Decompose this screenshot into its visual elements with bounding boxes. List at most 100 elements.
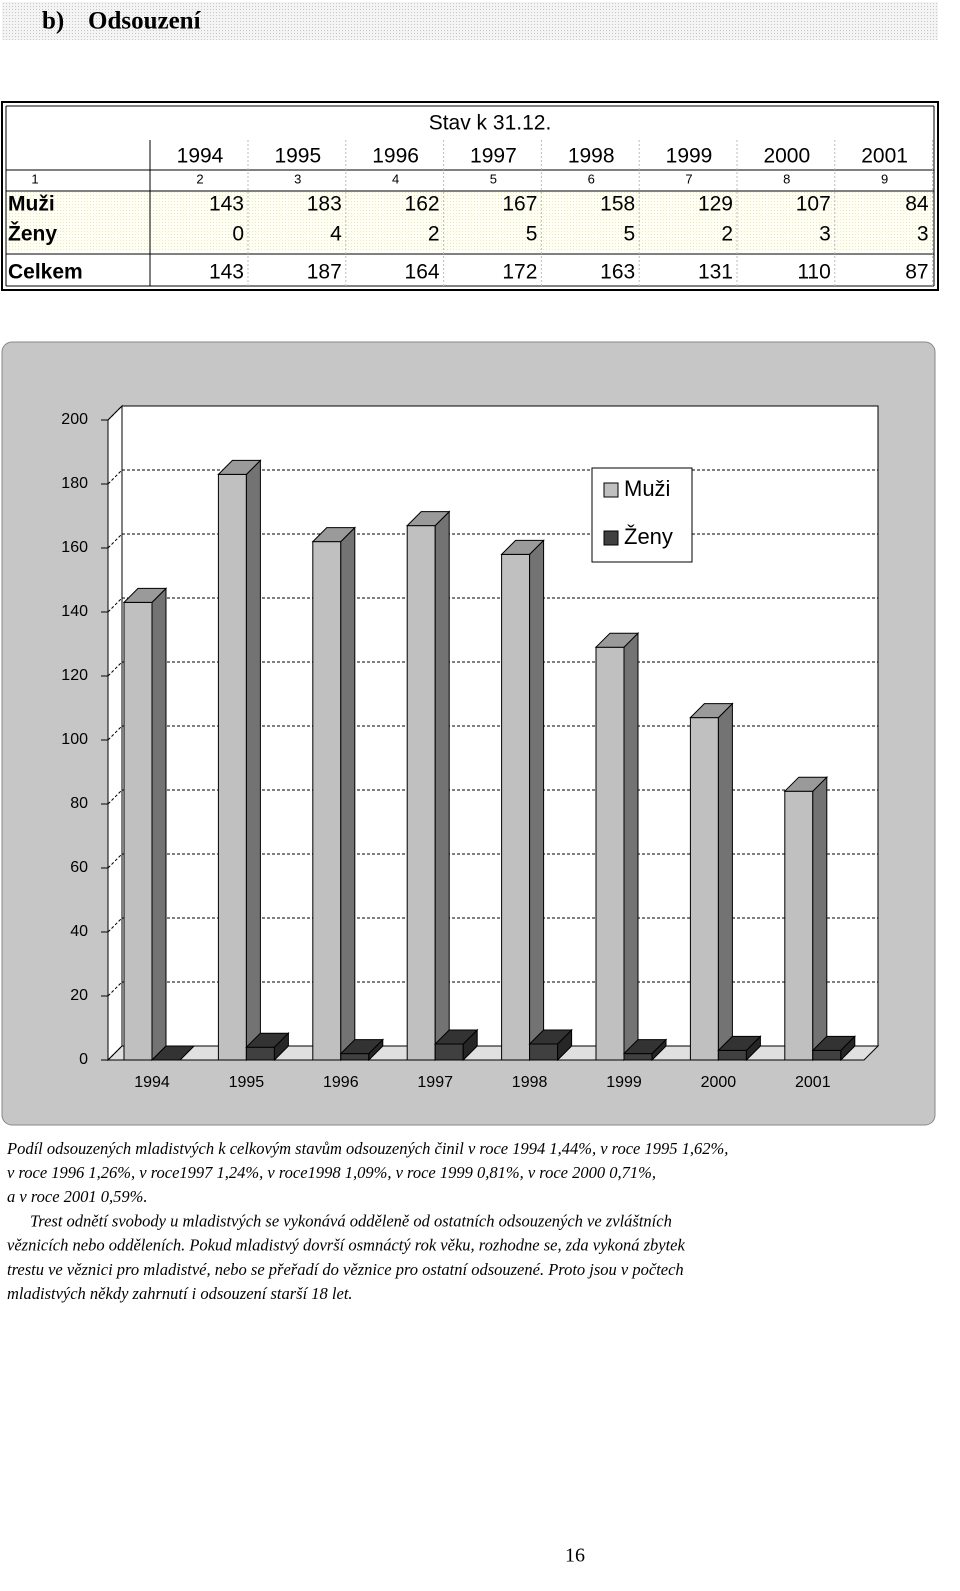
- bar-top: [500, 539, 545, 555]
- x-tick-label: 1995: [229, 1074, 265, 1091]
- column-number: 3: [294, 171, 301, 186]
- grid-line: [107, 1045, 123, 1061]
- bar-top: [122, 587, 168, 603]
- cell-value: 87: [905, 261, 928, 284]
- year-header: 1994: [177, 145, 224, 168]
- body-text: mladistvých někdy zahrnutí i odsouzení s…: [7, 1284, 353, 1303]
- column-number: 7: [685, 171, 692, 186]
- table-caption: Stav k 31.12.: [429, 112, 552, 135]
- column-number: 6: [588, 171, 595, 186]
- bar-top: [811, 1035, 857, 1051]
- column-number: 4: [392, 171, 399, 186]
- y-tick-label: 100: [61, 731, 88, 748]
- cell-value: 107: [796, 193, 831, 216]
- bar: [312, 541, 342, 1061]
- x-tick-label: 1996: [323, 1074, 359, 1091]
- y-tick-label: 160: [61, 539, 88, 556]
- bar-side: [529, 539, 545, 1062]
- year-header: 2000: [763, 145, 810, 168]
- x-tick-label: 2000: [701, 1074, 737, 1091]
- cell-value: 183: [307, 193, 342, 216]
- bar: [245, 1046, 275, 1061]
- cell-value: 131: [698, 261, 733, 284]
- bar-top: [339, 1039, 385, 1055]
- cell-value: 2: [721, 223, 733, 246]
- bar-top: [405, 511, 451, 527]
- bar: [501, 553, 531, 1061]
- body-text: v roce 1996 1,26%, v roce1997 1,24%, v r…: [7, 1163, 656, 1182]
- column-number: 2: [196, 171, 203, 186]
- body-text: Trest odnětí svobody u mladistvých se vy…: [30, 1211, 672, 1230]
- legend-label: Ženy: [624, 524, 673, 549]
- x-tick-label: 1999: [606, 1074, 642, 1091]
- y-tick-label: 40: [70, 923, 88, 940]
- bar-top: [433, 1029, 479, 1045]
- grid-line: [107, 981, 123, 997]
- year-header: 1996: [372, 145, 419, 168]
- bar: [340, 1053, 370, 1061]
- bar: [434, 1043, 464, 1061]
- side-wall: [107, 404, 123, 1062]
- bar-side: [245, 459, 261, 1062]
- cell-value: 162: [405, 193, 440, 216]
- year-header: 1998: [568, 145, 615, 168]
- cell-value: 3: [917, 223, 929, 246]
- grid-line: [107, 661, 123, 677]
- body-text: Podíl odsouzených mladistvých k celkovým…: [6, 1139, 728, 1158]
- column-number: 5: [490, 171, 497, 186]
- bar-top: [311, 527, 357, 543]
- bar-top: [689, 703, 734, 719]
- heading-number: b): [42, 8, 64, 35]
- bar-side: [812, 775, 828, 1062]
- page-number: 16: [565, 1545, 585, 1567]
- cell-value: 3: [819, 223, 831, 246]
- year-header: 1995: [274, 145, 321, 168]
- cell-value: 167: [502, 193, 537, 216]
- x-tick-label: 1997: [417, 1074, 453, 1091]
- y-tick-label: 180: [61, 475, 88, 492]
- cell-value: 129: [698, 193, 733, 216]
- heading-band: [2, 2, 938, 40]
- grid-line: [107, 533, 123, 549]
- y-tick-label: 120: [61, 667, 88, 684]
- body-text: a v roce 2001 0,59%.: [7, 1187, 148, 1206]
- chart: 0 20 40 60 80 100 120 140 160 180 200 1994 1995 1996 1…: [61, 404, 880, 1091]
- cell-value: 172: [502, 261, 537, 284]
- bar-side: [340, 526, 356, 1062]
- cell-value: 158: [600, 193, 635, 216]
- bar-top: [245, 1032, 290, 1048]
- bar: [623, 1053, 653, 1061]
- table-highlight: [6, 192, 934, 252]
- grid-line: [107, 597, 123, 613]
- bar: [217, 473, 247, 1061]
- grid-line: [107, 469, 123, 485]
- year-header: 1999: [666, 145, 713, 168]
- y-tick-label: 140: [61, 603, 88, 620]
- grid-line: [107, 789, 123, 805]
- bar-top: [528, 1029, 573, 1045]
- bar-top: [717, 1035, 762, 1051]
- cell-value: 143: [209, 193, 244, 216]
- bar-side: [623, 631, 639, 1062]
- grid-line: [107, 725, 123, 741]
- cell-value: 143: [209, 261, 244, 284]
- column-number: 1: [31, 171, 38, 186]
- bar-side: [434, 510, 450, 1062]
- bar-top: [783, 776, 829, 792]
- bar-top: [217, 459, 262, 475]
- column-number: 9: [881, 171, 888, 186]
- x-tick-label: 2001: [795, 1074, 831, 1091]
- bar: [595, 646, 625, 1061]
- row-label: Muži: [8, 193, 55, 216]
- bar-side: [151, 587, 167, 1062]
- cell-value: 2: [428, 223, 440, 246]
- legend-swatch: [603, 482, 619, 498]
- y-tick-label: 60: [70, 859, 88, 876]
- cell-value: 5: [526, 223, 538, 246]
- bar-side: [717, 702, 733, 1062]
- cell-value: 5: [624, 223, 636, 246]
- bar: [529, 1043, 559, 1061]
- bar: [784, 790, 814, 1061]
- bar-top: [594, 632, 640, 648]
